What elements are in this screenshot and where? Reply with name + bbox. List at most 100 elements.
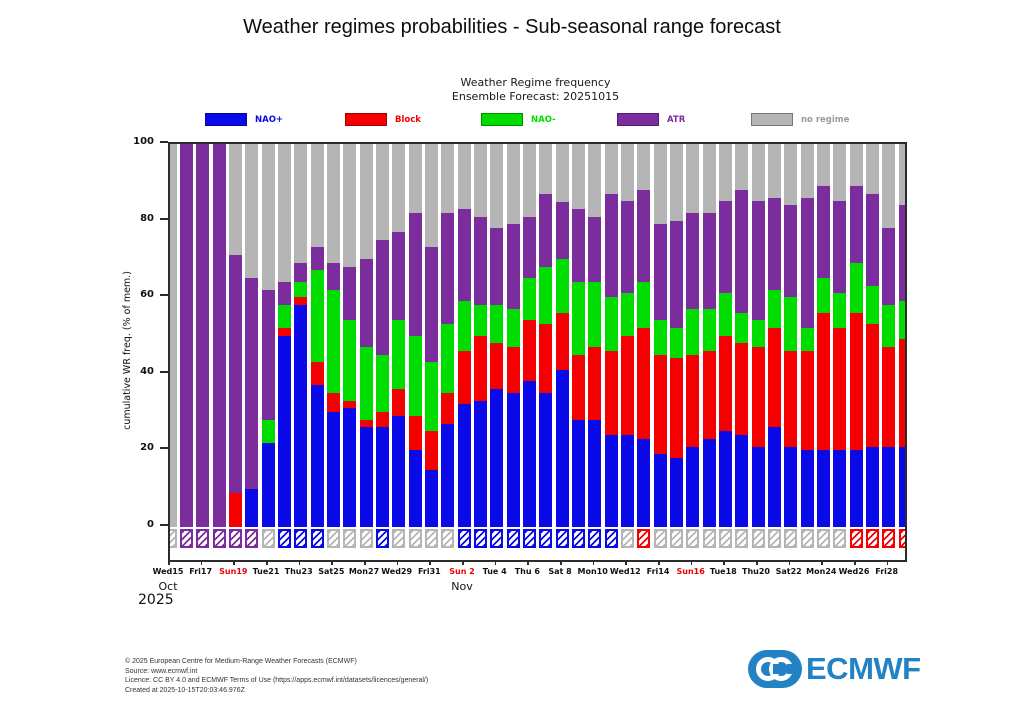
bar-segment-nao xyxy=(767,427,781,527)
bar-segment-block xyxy=(473,335,487,401)
bar-segment-nao xyxy=(816,450,830,527)
bar-segment-nao xyxy=(392,320,406,390)
bar-segment-block xyxy=(441,392,455,424)
bar-segment-nao xyxy=(359,347,373,420)
bar-segment-atr xyxy=(865,193,879,286)
regime-marker-gray xyxy=(261,529,275,548)
bar-segment-block xyxy=(571,354,585,420)
bar-segment-atr xyxy=(294,262,308,282)
x-tick xyxy=(233,560,235,565)
bar-segment-noregime xyxy=(490,144,504,229)
month-label-oct: Oct xyxy=(158,580,178,593)
bar-segment-noregime xyxy=(898,144,905,206)
bar-segment-block xyxy=(833,327,847,451)
bar-segment-block xyxy=(408,415,422,451)
bar-segment-nao xyxy=(424,469,438,527)
regime-marker-blue xyxy=(473,529,487,548)
bar-segment-nao xyxy=(441,324,455,393)
plot-area xyxy=(168,142,907,562)
bar-segment-nao xyxy=(800,450,814,527)
bar-segment-nao xyxy=(310,385,324,527)
bar-Sat1 xyxy=(441,144,455,527)
bar-segment-noregime xyxy=(751,144,765,202)
y-tick-label: 40 xyxy=(140,365,154,377)
bar-segment-atr xyxy=(245,278,259,489)
bar-segment-noregime xyxy=(882,144,896,229)
bar-segment-nao xyxy=(457,404,471,527)
bar-Sun19 xyxy=(228,144,242,527)
bar-Thu20 xyxy=(751,144,765,527)
x-tick-label: Thu23 xyxy=(284,567,313,576)
y-tick xyxy=(160,141,168,143)
y-tick xyxy=(160,217,168,220)
bar-segment-block xyxy=(539,324,553,393)
bar-segment-nao xyxy=(326,289,340,393)
legend-label: NAO+ xyxy=(255,115,284,125)
bar-segment-nao xyxy=(882,304,896,347)
x-tick xyxy=(168,560,170,565)
year-label: 2025 xyxy=(138,592,174,608)
bar-segment-noregime xyxy=(620,144,634,202)
bar-Fri17 xyxy=(196,144,210,527)
bar-segment-nao xyxy=(784,446,798,527)
y-tick xyxy=(160,524,168,526)
regime-marker-purple xyxy=(196,529,210,548)
bar-Wed5 xyxy=(506,144,520,527)
bar-Fri14 xyxy=(653,144,667,527)
regime-marker-gray xyxy=(686,529,700,548)
bar-segment-block xyxy=(375,412,389,428)
bar-segment-nao xyxy=(408,450,422,527)
bar-segment-block xyxy=(506,347,520,393)
bar-Thu27 xyxy=(865,144,879,527)
footer-copyright: © 2025 European Centre for Medium-Range … xyxy=(125,658,357,665)
bar-segment-noregime xyxy=(702,144,716,213)
bar-Tue11 xyxy=(604,144,618,527)
bar-segment-nao xyxy=(669,458,683,527)
bar-segment-nao xyxy=(539,392,553,527)
bar-segment-nao xyxy=(359,427,373,527)
bar-segment-nao xyxy=(375,427,389,527)
ecmwf-logo-text: ECMWF xyxy=(806,651,921,686)
bar-Wed15 xyxy=(170,144,177,527)
bar-segment-nao xyxy=(637,281,651,328)
bar-segment-block xyxy=(800,350,814,451)
bar-segment-atr xyxy=(228,255,242,493)
bar-segment-nao xyxy=(408,335,422,416)
x-tick-label: Sun16 xyxy=(676,567,705,576)
bar-segment-noregime xyxy=(849,144,863,187)
bar-segment-nao xyxy=(473,304,487,336)
x-tick-label: Tue18 xyxy=(709,567,737,576)
bar-segment-noregime xyxy=(588,144,602,217)
bar-segment-nao xyxy=(588,419,602,527)
bar-segment-atr xyxy=(898,205,905,302)
bar-segment-noregime xyxy=(555,144,569,202)
bar-segment-block xyxy=(735,343,749,436)
bar-segment-nao xyxy=(849,262,863,313)
regime-marker-blue xyxy=(375,529,389,548)
bar-segment-noregime xyxy=(170,144,177,527)
bar-segment-noregime xyxy=(767,144,781,198)
x-tick-label: Thu 6 xyxy=(514,567,540,576)
bar-segment-noregime xyxy=(310,144,324,248)
regime-marker-gray xyxy=(441,529,455,548)
y-tick xyxy=(160,370,168,373)
bar-Wed29 xyxy=(392,144,406,527)
regime-marker-blue xyxy=(539,529,553,548)
bar-segment-block xyxy=(751,347,765,447)
bar-segment-noregime xyxy=(637,144,651,190)
bar-segment-nao xyxy=(620,435,634,527)
bar-segment-nao xyxy=(784,297,798,351)
bar-segment-block xyxy=(457,350,471,405)
x-tick xyxy=(462,560,464,565)
bar-segment-nao xyxy=(375,354,389,413)
footer-created: Created at 2025-10-15T20:03:46.976Z xyxy=(125,686,245,694)
bar-segment-noregime xyxy=(539,144,553,194)
bar-segment-atr xyxy=(277,281,291,305)
bar-Mon10 xyxy=(588,144,602,527)
x-tick xyxy=(429,560,431,565)
bar-segment-atr xyxy=(424,247,438,363)
x-tick xyxy=(527,560,529,565)
bar-segment-noregime xyxy=(865,144,879,194)
x-tick xyxy=(723,560,725,565)
bar-Tue4 xyxy=(490,144,504,527)
